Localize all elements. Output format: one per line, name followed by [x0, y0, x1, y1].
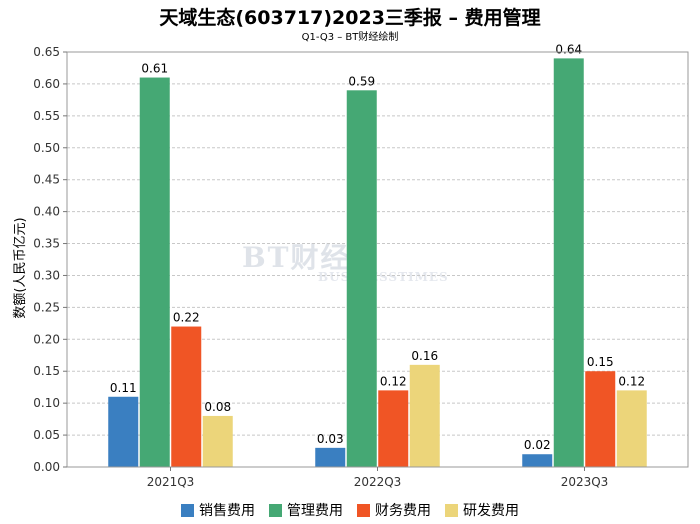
watermark-logo: BT财经	[242, 241, 351, 274]
legend-item: 研发费用	[445, 500, 519, 520]
legend-label: 财务费用	[375, 503, 431, 519]
bar	[616, 390, 647, 467]
grid-lines	[67, 83, 688, 436]
y-tick-label: 0.65	[33, 45, 60, 59]
bars: 0.11 0.61 0.22 0.08 0.03 0.59 0.12 0.16 0.02 0.64…	[108, 42, 647, 468]
bar-value-label: 0.03	[317, 432, 344, 446]
y-tick-label: 0.20	[33, 332, 60, 346]
y-tick-label: 0.35	[33, 237, 60, 251]
x-tick-label: 2021Q3	[147, 475, 195, 489]
y-tick-label: 0.45	[33, 173, 60, 187]
bar-value-label: 0.02	[524, 438, 551, 452]
y-tick-label: 0.60	[33, 77, 60, 91]
x-tick-label: 2023Q3	[561, 475, 609, 489]
bar-value-label: 0.11	[110, 381, 137, 395]
y-tick-label: 0.40	[33, 205, 60, 219]
chart-title: 天域生态(603717)2023三季报 – 费用管理	[159, 7, 541, 29]
bar	[553, 58, 584, 468]
bar-value-label: 0.61	[141, 62, 168, 76]
legend-item: 财务费用	[357, 500, 431, 520]
y-tick-label: 0.10	[33, 396, 60, 410]
legend-swatch	[357, 503, 370, 517]
y-tick-label: 0.50	[33, 141, 60, 155]
y-tick-label: 0.05	[33, 428, 60, 442]
bar	[409, 364, 440, 467]
bar	[378, 390, 409, 467]
bar-value-label: 0.59	[348, 74, 375, 88]
bar	[202, 415, 233, 467]
legend-label: 销售费用	[199, 503, 255, 519]
bar	[585, 371, 616, 467]
y-tick-label: 0.30	[33, 268, 60, 282]
legend-label: 管理费用	[287, 503, 343, 519]
y-tick-label: 0.25	[33, 300, 60, 314]
bar-value-label: 0.64	[555, 42, 582, 56]
legend-swatch	[181, 503, 194, 517]
axes: 0.00 0.05 0.10 0.15 0.20 0.25 0.30 0.35 0.40 0.45…	[33, 45, 689, 489]
bar-value-label: 0.22	[173, 311, 200, 325]
bar-value-label: 0.16	[411, 349, 438, 363]
bar-value-label: 0.12	[618, 374, 645, 388]
bar-value-label: 0.12	[380, 374, 407, 388]
legend: 销售费用 管理费用 财务费用 研发费用	[0, 500, 700, 520]
x-tick-label: 2022Q3	[354, 475, 402, 489]
bar-value-label: 0.15	[587, 355, 614, 369]
legend-swatch	[269, 503, 282, 517]
y-tick-label: 0.00	[33, 460, 60, 474]
legend-item: 管理费用	[269, 500, 343, 520]
y-tick-label: 0.55	[33, 109, 60, 123]
bar	[315, 447, 346, 467]
y-axis-label: 数额(人民币亿元)	[13, 217, 28, 318]
bar	[522, 454, 553, 467]
legend-item: 销售费用	[181, 500, 255, 520]
chart-subtitle: Q1-Q3 – BT财经绘制	[301, 32, 399, 43]
bar	[346, 90, 377, 468]
legend-label: 研发费用	[463, 503, 519, 519]
legend-swatch	[445, 503, 458, 517]
bar	[108, 396, 139, 467]
y-tick-label: 0.15	[33, 364, 60, 378]
bar	[139, 77, 170, 468]
bar-value-label: 0.08	[204, 400, 231, 414]
bar	[171, 326, 202, 467]
